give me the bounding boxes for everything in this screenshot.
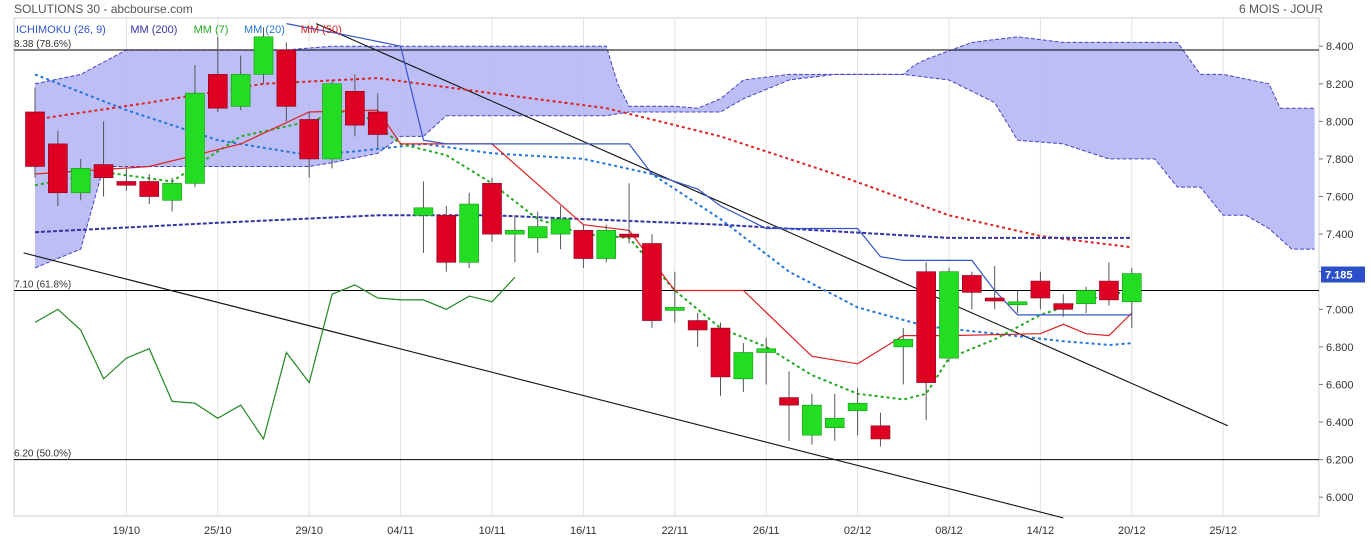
- y-tick-label: 6.800: [1326, 342, 1354, 354]
- candle: [25, 111, 45, 167]
- last-price-box: [1321, 266, 1365, 283]
- candle: [185, 92, 205, 184]
- chart-title: SOLUTIONS 30 - abcbourse.com: [14, 2, 193, 16]
- candle: [1076, 290, 1096, 304]
- legend-item: MM (50): [301, 24, 342, 36]
- x-tick-label: 22/11: [661, 525, 688, 537]
- trendline: [315, 23, 1229, 427]
- legend-item: MM (20): [244, 24, 285, 36]
- candle: [367, 111, 388, 135]
- trendline: [23, 252, 1064, 519]
- candle: [436, 215, 457, 263]
- fib-level-label: 7.10 (61.8%): [14, 279, 71, 290]
- candle: [596, 230, 617, 259]
- candle: [139, 181, 160, 197]
- series-line: [34, 276, 516, 441]
- fib-level-label: 8.38 (78.6%): [14, 39, 71, 50]
- x-tick-label: 14/12: [1027, 525, 1055, 537]
- candle: [48, 143, 68, 194]
- candle: [664, 307, 685, 311]
- x-tick-label: 20/12: [1118, 525, 1146, 537]
- y-tick-label: 6.000: [1326, 492, 1354, 504]
- candle: [1030, 280, 1051, 299]
- x-tick-label: 16/11: [570, 525, 597, 537]
- candle: [230, 74, 251, 107]
- candle: [345, 90, 365, 126]
- fib-level-label: 6.20 (50.0%): [14, 449, 71, 460]
- candle: [733, 352, 754, 380]
- candle: [984, 297, 1005, 302]
- series-line: [34, 109, 1133, 365]
- candle: [322, 83, 342, 160]
- candle: [482, 183, 502, 235]
- candle: [459, 203, 479, 263]
- candle: [505, 230, 525, 235]
- candle: [779, 397, 799, 406]
- y-tick-label: 8.000: [1326, 116, 1354, 128]
- x-tick-label: 29/10: [295, 525, 323, 537]
- candle: [916, 271, 936, 383]
- candle: [962, 275, 982, 293]
- legend-item: MM (200): [130, 24, 177, 36]
- candle: [1122, 273, 1142, 303]
- candle: [802, 404, 822, 436]
- candle: [710, 327, 731, 378]
- x-tick-label: 26/11: [753, 525, 780, 537]
- candle: [527, 226, 548, 239]
- x-tick-label: 25/10: [204, 525, 232, 537]
- x-tick-label: 02/12: [844, 525, 872, 537]
- y-tick-label: 6.400: [1326, 417, 1354, 429]
- candle: [299, 119, 320, 160]
- candle: [939, 271, 959, 359]
- candle: [116, 181, 137, 186]
- candle: [413, 207, 434, 216]
- candle: [1099, 280, 1119, 301]
- chart-period: 6 MOIS - JOUR: [1239, 2, 1324, 16]
- y-tick-label: 7.400: [1326, 229, 1354, 241]
- candle: [1007, 301, 1028, 306]
- candle: [756, 348, 777, 353]
- candle: [847, 402, 868, 412]
- candle: [893, 339, 914, 348]
- candle: [162, 183, 182, 201]
- candle: [870, 425, 891, 440]
- candle: [687, 320, 708, 331]
- candle: [253, 36, 274, 75]
- candle: [619, 233, 639, 238]
- candle: [276, 49, 297, 107]
- y-tick-label: 6.600: [1326, 379, 1354, 391]
- candle: [1053, 303, 1074, 310]
- candle: [573, 230, 594, 259]
- candle: [824, 417, 845, 428]
- candle: [642, 243, 662, 321]
- y-tick-label: 6.200: [1326, 455, 1354, 467]
- candle: [550, 218, 571, 235]
- legend-item: MM (7): [194, 24, 229, 36]
- candle: [93, 164, 114, 179]
- y-tick-label: 7.800: [1326, 154, 1354, 166]
- y-tick-label: 7.600: [1326, 192, 1354, 204]
- y-tick-label: 7.000: [1326, 304, 1354, 316]
- x-tick-label: 04/11: [387, 525, 414, 537]
- last-price-label: 7.185: [1325, 270, 1353, 282]
- y-tick-label: 8.400: [1326, 41, 1354, 53]
- x-tick-label: 19/10: [113, 525, 141, 537]
- x-tick-label: 10/11: [479, 525, 506, 537]
- x-tick-label: 08/12: [935, 525, 963, 537]
- candle: [208, 74, 228, 109]
- x-tick-label: 25/12: [1209, 525, 1237, 537]
- ichimoku-span-b: [34, 73, 1315, 269]
- legend-item: ICHIMOKU (26, 9): [16, 24, 106, 36]
- y-tick-label: 8.200: [1326, 79, 1354, 91]
- candle: [70, 168, 91, 194]
